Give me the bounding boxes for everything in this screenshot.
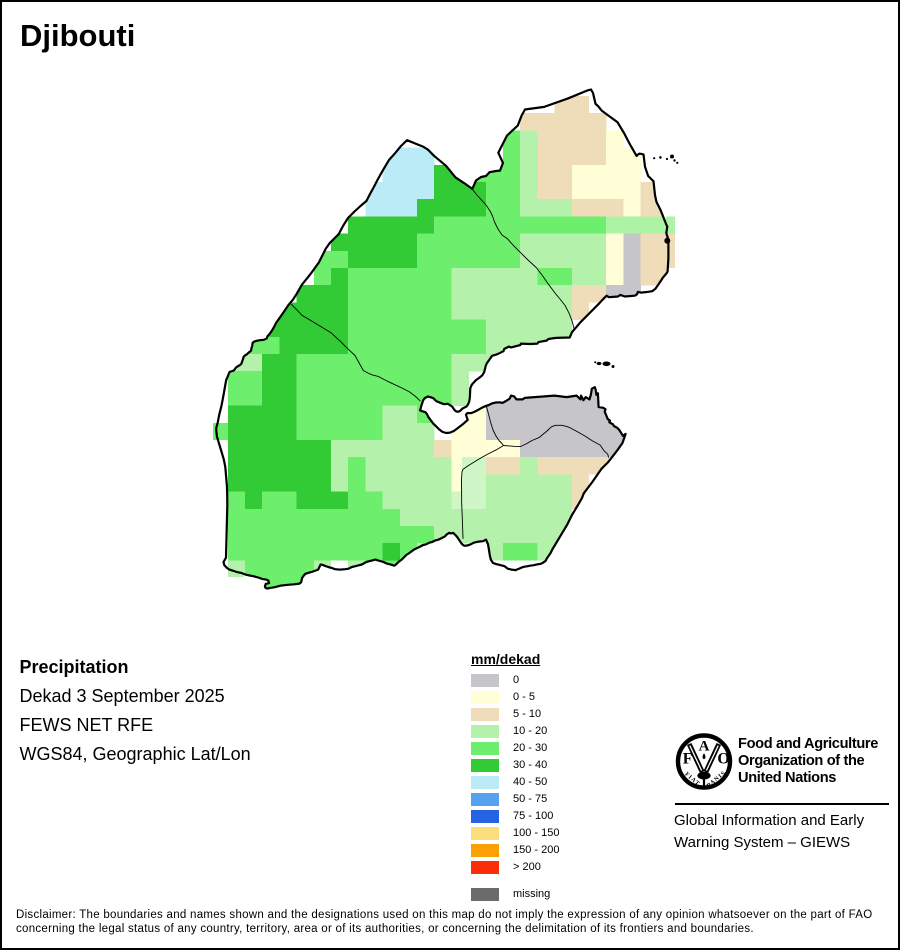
svg-text:A: A bbox=[699, 738, 710, 754]
svg-text:O: O bbox=[717, 750, 729, 767]
svg-text:F: F bbox=[683, 750, 693, 767]
